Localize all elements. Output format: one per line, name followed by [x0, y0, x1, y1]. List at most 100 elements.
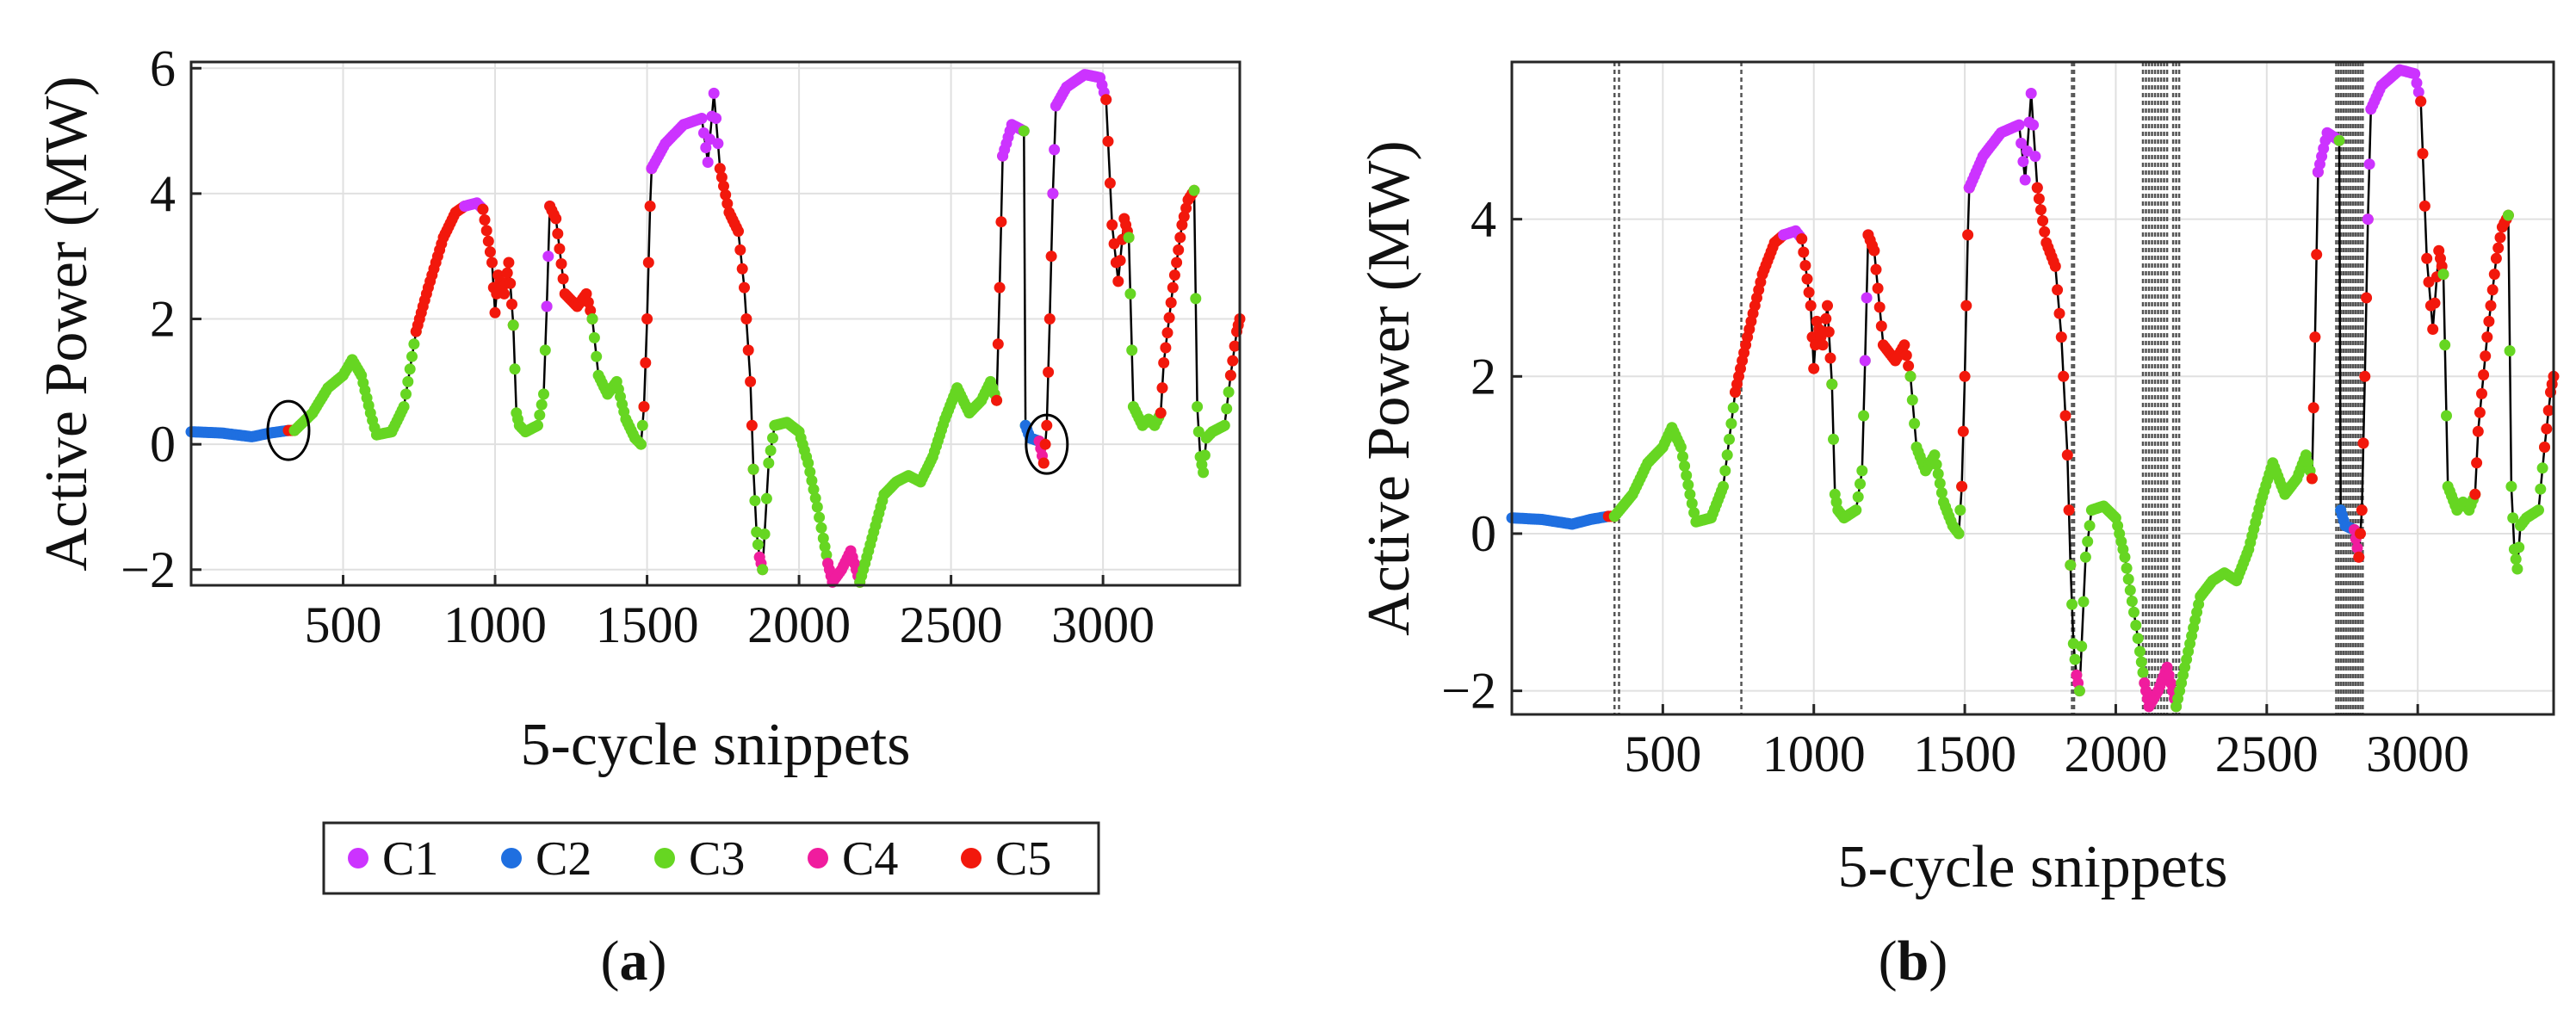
point-c3 [1123, 232, 1135, 244]
point-c5 [2306, 473, 2318, 485]
x-tick-label: 2000 [2064, 726, 2167, 782]
point-c3 [1679, 460, 1691, 472]
x-ticks-b: 500 1000 1500 2000 2500 3000 [1624, 704, 2469, 782]
point-c5 [1956, 480, 1968, 492]
point-c5 [1173, 244, 1185, 256]
point-c5 [557, 273, 569, 285]
y-axis-label-a: Active Power (MW) [34, 76, 100, 571]
point-c3 [752, 539, 764, 551]
y-tick-label: 2 [1471, 348, 1496, 405]
point-c5 [486, 256, 498, 269]
point-c5 [2485, 300, 2497, 312]
point-c5 [2480, 350, 2492, 362]
point-c5 [1962, 229, 1974, 241]
point-c5 [742, 344, 754, 356]
point-c3 [1198, 467, 1210, 479]
point-c5 [2307, 402, 2319, 414]
point-c3 [1934, 478, 1946, 489]
legend-label-c3: C3 [689, 832, 745, 886]
caption-b-letter: b [1898, 930, 1929, 992]
point-c5 [746, 419, 758, 431]
point-c1 [2363, 158, 2375, 170]
point-c1 [1047, 188, 1059, 200]
point-c5 [1158, 357, 1170, 368]
point-c1 [708, 87, 720, 99]
point-c3 [2132, 633, 2144, 645]
point-c3 [1682, 479, 1694, 491]
point-c3 [2122, 573, 2134, 585]
point-c3 [2082, 535, 2094, 547]
point-c3 [2437, 269, 2449, 281]
point-c5 [2539, 442, 2550, 453]
point-c5 [1801, 273, 1813, 285]
point-c5 [714, 163, 726, 175]
point-c3 [1856, 465, 1868, 477]
point-c3 [760, 492, 772, 504]
point-c3 [2505, 480, 2517, 492]
point-c3 [802, 457, 814, 469]
point-c1 [1049, 144, 1061, 156]
point-c3 [1904, 370, 1917, 382]
x-tick-label: 3000 [2366, 726, 2469, 782]
point-c3 [1725, 417, 1737, 430]
point-c1 [700, 142, 712, 153]
legend-marker-c1 [348, 848, 368, 868]
point-c5 [2541, 423, 2553, 435]
point-c5 [1160, 342, 1172, 354]
point-c1 [2013, 119, 2025, 131]
point-c5 [1102, 135, 1114, 147]
point-c5 [2037, 215, 2049, 226]
point-c5 [1960, 300, 1972, 312]
plot-border-a [189, 60, 1242, 587]
point-c3 [2069, 653, 2081, 665]
point-c3 [2502, 209, 2514, 221]
point-c3 [2124, 584, 2136, 596]
point-c3 [1188, 184, 1200, 196]
point-c3 [757, 564, 769, 576]
point-c1 [710, 113, 722, 124]
point-c5 [1176, 219, 1188, 231]
point-c3 [1218, 419, 1230, 431]
x-tick-label: 500 [305, 596, 382, 653]
x-tick-label: 2500 [2215, 726, 2319, 782]
point-c3 [1909, 417, 1921, 430]
point-c5 [644, 201, 656, 212]
point-c5 [1165, 297, 1177, 309]
point-c5 [1957, 425, 1969, 437]
point-c3 [1826, 378, 1838, 390]
point-c3 [1681, 469, 1693, 481]
point-c3 [747, 463, 759, 475]
point-c1 [2412, 86, 2424, 98]
x-tick-label: 2000 [747, 596, 851, 653]
point-c5 [585, 305, 597, 317]
point-c5 [1872, 282, 1884, 294]
point-c3 [1223, 386, 1235, 398]
point-c5 [501, 267, 513, 279]
point-c5 [2474, 406, 2486, 418]
point-c3 [767, 432, 778, 444]
point-c5 [505, 277, 517, 289]
point-c5 [479, 214, 491, 226]
point-c5 [1043, 366, 1055, 378]
point-c1 [2025, 88, 2037, 99]
point-c3 [819, 541, 831, 553]
point-c3 [406, 350, 418, 362]
point-c3 [2130, 620, 2142, 631]
point-c3 [2119, 551, 2131, 563]
point-c5 [720, 189, 732, 201]
point-c3 [1718, 480, 1729, 492]
point-c5 [2472, 425, 2484, 437]
chart-panel-a: 500 1000 1500 2000 2500 3000 −2 0 2 4 6 5-cycle s… [34, 40, 1246, 992]
point-c5 [994, 281, 1006, 294]
point-c3 [509, 363, 521, 375]
legend-label-c4: C4 [842, 832, 898, 886]
point-c5 [2359, 370, 2371, 382]
y-tick-label: −2 [121, 541, 176, 598]
y-tick-label: 0 [150, 416, 176, 473]
point-c3 [759, 528, 771, 540]
point-c5 [739, 281, 750, 294]
point-c1 [2017, 156, 2029, 168]
point-c3 [1190, 293, 1202, 305]
legend: C1 C2 C3 C4 C5 [322, 821, 1100, 895]
point-c3 [1126, 344, 1138, 356]
